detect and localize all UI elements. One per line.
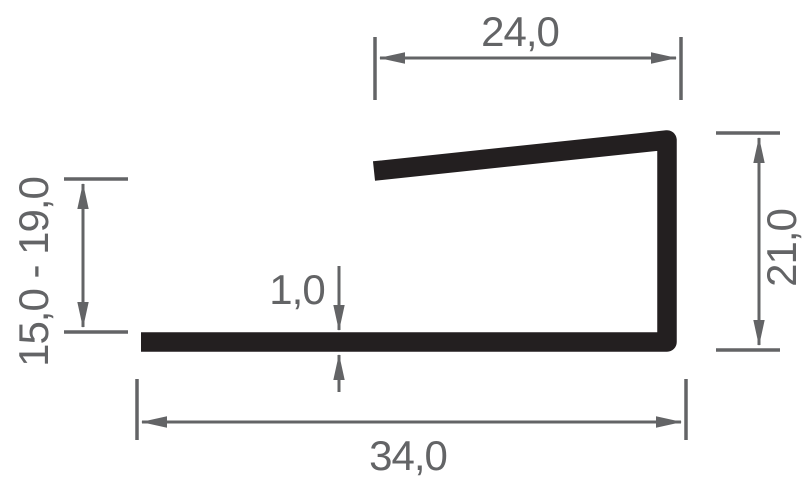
dimension-material-thickness: 1,0 bbox=[269, 266, 345, 392]
dimension-right-height: 21,0 bbox=[716, 131, 805, 352]
dimension-top-width: 24,0 bbox=[373, 8, 683, 100]
dimension-bottom-width: 34,0 bbox=[135, 379, 688, 479]
dimension-left-height-range: 15,0 - 19,0 bbox=[10, 177, 128, 367]
dimension-label-right-height: 21,0 bbox=[758, 209, 805, 287]
dimension-label-left-height-range: 15,0 - 19,0 bbox=[10, 177, 57, 367]
dimension-label-top-width: 24,0 bbox=[481, 8, 559, 55]
dimension-label-material-thickness: 1,0 bbox=[269, 266, 324, 313]
profile-shape bbox=[141, 130, 677, 352]
dimension-label-bottom-width: 34,0 bbox=[369, 432, 447, 479]
